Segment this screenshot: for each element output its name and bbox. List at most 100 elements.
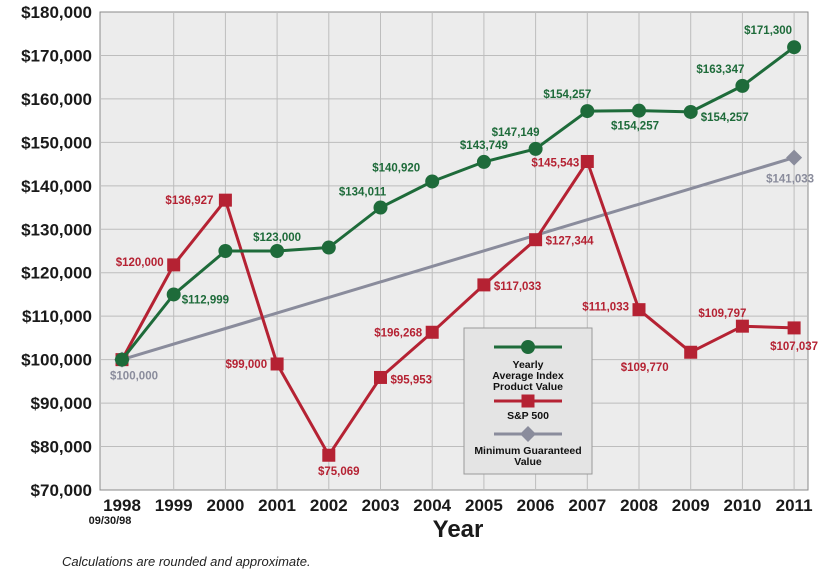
- data-point: [683, 104, 698, 119]
- y-tick-label: $140,000: [21, 177, 92, 196]
- legend-marker: [520, 426, 536, 442]
- data-label: $120,000: [116, 257, 164, 269]
- data-point: [425, 174, 440, 189]
- y-tick-label: $80,000: [31, 438, 92, 457]
- data-label: $123,000: [253, 232, 301, 244]
- x-tick-label: 2001: [258, 496, 296, 515]
- y-tick-label: $160,000: [21, 90, 92, 109]
- y-tick-label: $110,000: [22, 307, 92, 326]
- legend-label: Value: [514, 456, 542, 468]
- data-point: [425, 325, 439, 339]
- y-tick-label: $90,000: [31, 394, 92, 413]
- legend-marker: [521, 340, 535, 354]
- data-point: [787, 40, 802, 55]
- x-tick-label: 2000: [206, 496, 244, 515]
- data-label: $145,543: [531, 157, 579, 169]
- x-tick-label: 2005: [465, 496, 503, 515]
- data-point: [476, 154, 491, 169]
- x-axis-sub-label: 09/30/98: [89, 515, 132, 527]
- data-label: $99,000: [226, 359, 268, 371]
- data-point: [528, 141, 543, 156]
- series-0: $112,999 $123,000 $134,011 $140,920 $143,749…: [115, 25, 802, 367]
- data-point: [166, 287, 181, 302]
- data-label: $95,953: [391, 374, 433, 386]
- y-tick-label: $170,000: [21, 46, 92, 65]
- data-point: [580, 104, 595, 119]
- data-point: [374, 370, 387, 384]
- data-point: [477, 278, 491, 292]
- data-label: $112,999: [182, 294, 229, 306]
- series-layer: $100,000$141,033$120,000$136,927$99,000$…: [110, 25, 818, 478]
- legend-marker: [521, 394, 535, 408]
- data-point: [529, 233, 543, 247]
- data-label: $141,033: [766, 174, 814, 186]
- legend-label: Minimum Guaranteed: [474, 445, 581, 457]
- y-tick-label: $130,000: [21, 220, 92, 239]
- y-axis-ticks: $70,000 $80,000 $90,000 $100,000 $110,000 $12…: [21, 3, 92, 500]
- x-tick-label: 2010: [723, 496, 761, 515]
- data-point: [270, 357, 284, 371]
- x-tick-label: 1998: [103, 496, 141, 515]
- data-point: [373, 200, 388, 215]
- x-tick-label: 1999: [155, 496, 193, 515]
- data-label: $109,770: [621, 362, 669, 374]
- y-tick-label: $120,000: [21, 264, 92, 283]
- data-label: $154,257: [701, 112, 749, 124]
- x-tick-label: 2008: [620, 496, 658, 515]
- x-tick-label: 2003: [362, 496, 400, 515]
- data-label: $136,927: [165, 195, 213, 207]
- data-label: $163,347: [696, 64, 744, 76]
- y-tick-label: $180,000: [21, 3, 92, 22]
- data-label: $109,797: [698, 308, 746, 320]
- y-tick-label: $150,000: [21, 133, 92, 152]
- x-axis-ticks: 1998 1999 2000 2001 2002 2003 2004 2005 2006 2007…: [103, 496, 812, 515]
- data-label: $147,149: [492, 127, 540, 139]
- x-tick-label: 2006: [517, 496, 555, 515]
- plot-background: [99, 11, 809, 491]
- x-tick-label: 2009: [672, 496, 710, 515]
- data-label: $127,344: [546, 236, 595, 248]
- data-point: [632, 103, 646, 118]
- data-point: [632, 303, 646, 317]
- data-label: $100,000: [110, 371, 158, 383]
- y-tick-label: $70,000: [31, 481, 92, 500]
- data-label: $143,749: [460, 140, 508, 152]
- data-label: $134,011: [339, 187, 387, 199]
- x-tick-label: 2004: [413, 496, 451, 515]
- legend-label: Product Value: [493, 381, 563, 393]
- data-point: [218, 193, 232, 207]
- data-point: [580, 154, 594, 168]
- data-label: $117,033: [494, 281, 541, 293]
- data-point: [735, 319, 749, 333]
- data-label: $140,920: [372, 162, 420, 174]
- series-line: [121, 156, 795, 362]
- data-label: $154,257: [543, 89, 591, 101]
- footnote: Calculations are rounded and approximate…: [62, 554, 311, 569]
- data-point: [167, 258, 181, 272]
- x-tick-label: 2011: [776, 496, 813, 515]
- x-tick-label: 2002: [310, 496, 348, 515]
- data-label: $154,257: [611, 121, 659, 133]
- data-point: [787, 321, 801, 335]
- data-point: [322, 448, 336, 462]
- data-point: [270, 244, 285, 258]
- data-label: $171,300: [744, 25, 792, 37]
- data-point: [218, 244, 233, 258]
- y-tick-label: $100,000: [21, 351, 92, 370]
- data-label: $107,037: [770, 341, 818, 353]
- legend-label: S&P 500: [507, 410, 549, 422]
- x-axis-label: Year: [433, 516, 484, 543]
- legend-label: Average Index: [492, 370, 564, 382]
- data-label: $75,069: [318, 466, 360, 478]
- series-line: [120, 45, 795, 361]
- data-point: [115, 352, 129, 367]
- series-line: [120, 160, 795, 457]
- data-point: [684, 345, 698, 359]
- data-point: [321, 240, 336, 255]
- data-label: $196,268: [374, 327, 423, 339]
- data-label: $111,033: [582, 302, 629, 314]
- data-point: [735, 78, 750, 93]
- x-tick-label: 2007: [568, 496, 606, 515]
